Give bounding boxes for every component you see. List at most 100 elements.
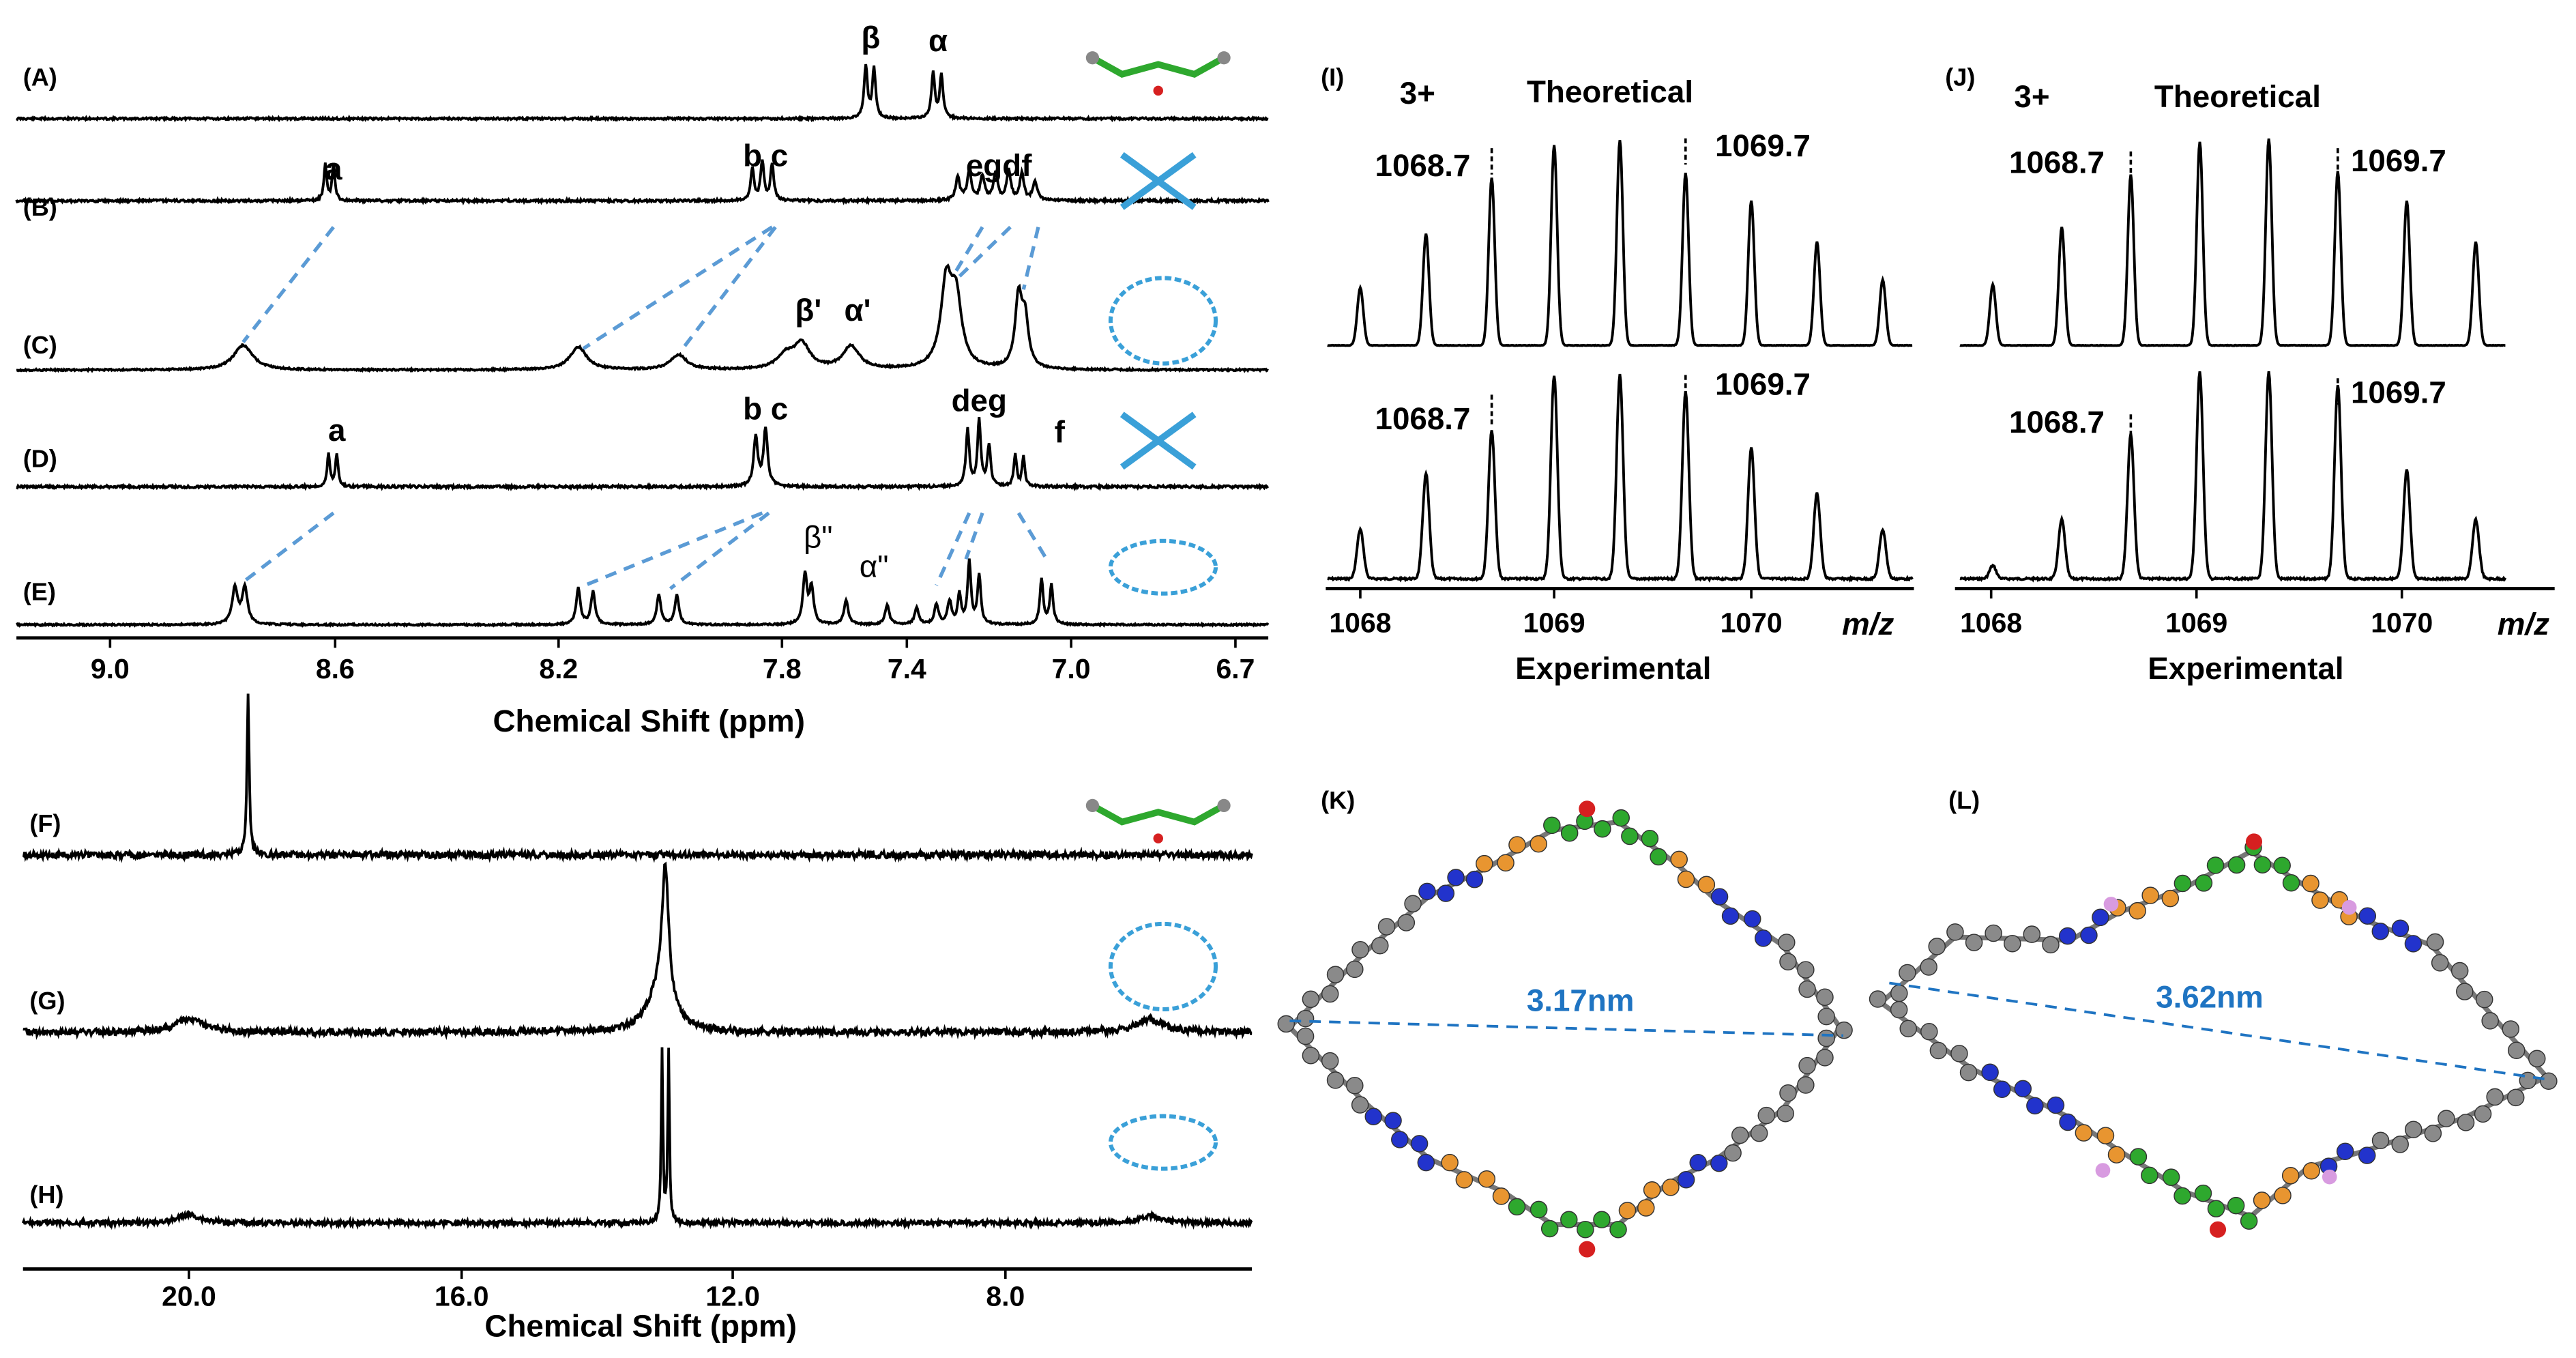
x-tick-label: 7.8 xyxy=(763,653,802,684)
atom xyxy=(1721,907,1740,925)
atom xyxy=(1609,1220,1627,1239)
peak-label: α xyxy=(928,23,948,58)
atom xyxy=(1797,961,1815,979)
atom xyxy=(2281,1167,2300,1185)
distance-label: 3.17nm xyxy=(1527,983,1635,1017)
atom xyxy=(2059,1113,2077,1131)
atom xyxy=(1302,1046,1320,1065)
panel-label: (F) xyxy=(29,809,61,837)
atom xyxy=(1817,1007,1835,1026)
link xyxy=(584,511,770,590)
atom xyxy=(1321,985,1339,1003)
atom xyxy=(1662,1179,1680,1196)
x-tick-label: 16.0 xyxy=(435,1281,489,1312)
atom xyxy=(1560,824,1579,842)
atom xyxy=(2174,874,2192,893)
atom xyxy=(2227,1196,2245,1215)
atom xyxy=(2240,1212,2258,1230)
atom xyxy=(2080,926,2098,944)
atom xyxy=(2141,1166,2158,1185)
atom xyxy=(2341,899,2357,915)
x-tick-label: 6.7 xyxy=(1216,653,1255,684)
icon xyxy=(1119,411,1197,470)
icon xyxy=(1108,276,1218,366)
spectrum-trace xyxy=(23,861,1253,1041)
spectrum-trace xyxy=(1959,138,2506,347)
atom xyxy=(2014,1080,2032,1098)
atom xyxy=(1985,924,2002,942)
atom xyxy=(1641,829,1659,848)
atom xyxy=(1364,1108,1383,1125)
peak-label: f xyxy=(1055,414,1066,449)
atom xyxy=(1540,1219,1559,1238)
peak-label: α' xyxy=(845,293,871,328)
atom xyxy=(2475,990,2493,1009)
atom xyxy=(1724,1144,1742,1162)
x-tick-label: 1068 xyxy=(1960,607,2022,638)
atom xyxy=(1296,1027,1315,1045)
atom xyxy=(1731,1126,1749,1144)
peak-label: β' xyxy=(795,293,821,328)
panel-label: (E) xyxy=(23,577,56,605)
atom xyxy=(2322,1169,2337,1185)
x-tick-label: 1070 xyxy=(1721,607,1783,638)
atom xyxy=(2540,1072,2558,1090)
panel-label: (D) xyxy=(23,444,57,472)
atom xyxy=(1835,1021,1853,1039)
panel-label: (B) xyxy=(23,193,57,221)
atom xyxy=(1899,964,1916,982)
atom xyxy=(1384,1112,1402,1129)
charge: 3+ xyxy=(2014,79,2049,114)
atom xyxy=(2457,1114,2475,1131)
atom xyxy=(1618,1202,1637,1219)
peak-label: α" xyxy=(860,549,889,584)
bottom-label: Experimental xyxy=(2148,651,2343,686)
atom xyxy=(2426,933,2444,951)
spectrum-trace xyxy=(21,1047,1253,1230)
atom xyxy=(1981,1063,1999,1082)
atom xyxy=(1579,800,1596,818)
atom xyxy=(1593,1211,1611,1229)
atom xyxy=(2506,1088,2525,1107)
atom xyxy=(2404,1121,2423,1138)
atom xyxy=(2095,1163,2111,1178)
x-tick-label: 8.0 xyxy=(986,1281,1025,1312)
panel-label: (A) xyxy=(23,63,57,91)
link xyxy=(951,225,1040,290)
atom xyxy=(2026,1097,2044,1115)
icon xyxy=(1108,921,1218,1012)
x-tick-label: 8.6 xyxy=(316,653,355,684)
atom xyxy=(1321,1052,1339,1070)
atom xyxy=(1612,809,1630,827)
x-tick-label: 7.0 xyxy=(1052,653,1091,684)
peak-label: a xyxy=(328,413,346,448)
x-tick-label: 20.0 xyxy=(162,1281,216,1312)
top-label: Theoretical xyxy=(2154,79,2321,114)
atom xyxy=(1302,990,1320,1009)
x-tick-label: 1069 xyxy=(2165,607,2227,638)
atom xyxy=(1508,836,1526,854)
atom xyxy=(1437,884,1455,902)
atom xyxy=(2092,908,2109,927)
peak-label: a xyxy=(325,151,342,186)
atom xyxy=(2302,1161,2320,1180)
atom xyxy=(2431,954,2449,972)
atom xyxy=(2358,907,2377,925)
atom xyxy=(1497,854,1514,872)
peak-label: 1069.7 xyxy=(2351,375,2446,409)
atom xyxy=(1778,934,1796,951)
atom xyxy=(1689,1153,1707,1172)
spectrum-trace xyxy=(16,263,1269,373)
atom xyxy=(1750,1124,1768,1142)
x-tick-label: 1068 xyxy=(1329,607,1391,638)
atom xyxy=(1530,835,1547,853)
spectrum-trace xyxy=(1327,140,1913,347)
atom xyxy=(1890,1000,1908,1019)
link xyxy=(241,226,335,343)
panel-label: (K) xyxy=(1321,786,1355,814)
atom xyxy=(1326,966,1345,983)
atom xyxy=(2023,925,2041,943)
atom xyxy=(2209,1221,2227,1238)
peak-label: β xyxy=(861,20,880,55)
